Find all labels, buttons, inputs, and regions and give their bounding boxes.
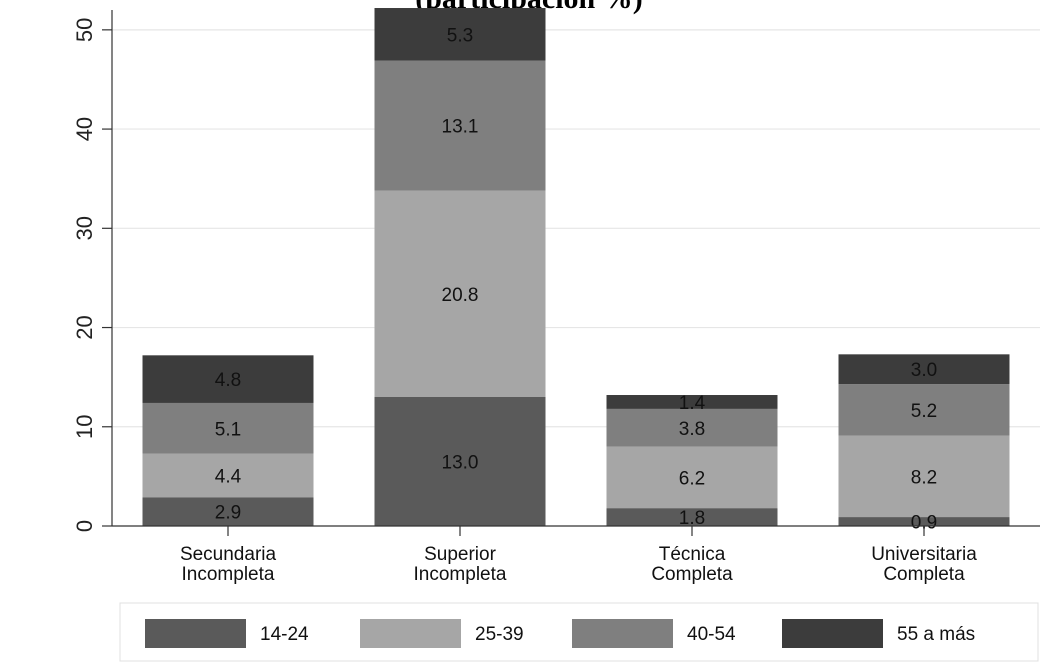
data-label: 5.3 bbox=[447, 25, 473, 46]
data-label: 3.8 bbox=[679, 419, 705, 440]
data-labels: 2.9 4.4 5.1 4.8 13.0 20.8 13.1 5.3 1.8 6.2 3.8 1.4 0… bbox=[215, 25, 937, 533]
data-label: 6.2 bbox=[679, 468, 705, 489]
y-tick-label: 20 bbox=[72, 315, 97, 339]
legend-swatch bbox=[782, 619, 883, 648]
bar-segment bbox=[606, 508, 778, 526]
category-label: Completa bbox=[883, 564, 965, 585]
category-label: Universitaria bbox=[871, 544, 977, 565]
data-label: 8.2 bbox=[911, 467, 937, 488]
data-label: 0.9 bbox=[911, 513, 937, 534]
data-label: 20.8 bbox=[442, 285, 479, 306]
data-label: 3.0 bbox=[911, 360, 937, 381]
bar-segment bbox=[838, 354, 1010, 385]
y-tick-label: 50 bbox=[72, 18, 97, 42]
category-label: Incompleta bbox=[414, 564, 507, 585]
bar-segment bbox=[142, 402, 314, 454]
bars bbox=[142, 8, 1010, 526]
bar-segment bbox=[374, 397, 546, 526]
data-label: 5.1 bbox=[215, 419, 241, 440]
bar-segment bbox=[838, 435, 1010, 518]
bar-segment bbox=[606, 446, 778, 509]
category-label: Superior bbox=[424, 544, 496, 565]
data-label: 4.4 bbox=[215, 466, 242, 487]
data-label: 13.1 bbox=[442, 117, 479, 138]
legend-label: 25-39 bbox=[475, 624, 524, 645]
legend-swatch bbox=[145, 619, 246, 648]
category-label: Secundaria bbox=[180, 544, 277, 565]
bar-segment bbox=[374, 190, 546, 397]
bar-segment bbox=[606, 395, 778, 409]
legend-swatch bbox=[572, 619, 673, 648]
legend-label: 14-24 bbox=[260, 624, 309, 645]
bar-segment bbox=[838, 517, 1010, 526]
data-label: 5.2 bbox=[911, 401, 937, 422]
category-label: Completa bbox=[651, 564, 733, 585]
data-label: 4.8 bbox=[215, 370, 241, 391]
y-axis: 0 10 20 30 40 50 bbox=[72, 10, 1040, 532]
x-axis-categories: SecundariaIncompletaSuperiorIncompletaTé… bbox=[180, 526, 977, 585]
bar-segment bbox=[838, 384, 1010, 436]
bar-segment bbox=[142, 453, 314, 498]
bar-segment bbox=[374, 8, 546, 61]
category-label: Incompleta bbox=[182, 564, 275, 585]
y-tick-label: 40 bbox=[72, 117, 97, 141]
data-label: 1.4 bbox=[679, 393, 706, 414]
bar-segment bbox=[142, 355, 314, 403]
bar-segment bbox=[606, 408, 778, 447]
data-label: 2.9 bbox=[215, 503, 241, 524]
legend: 14-24 25-39 40-54 55 a más bbox=[119, 602, 1039, 662]
data-label: 13.0 bbox=[442, 453, 479, 474]
category-label: Técnica bbox=[659, 544, 726, 565]
y-tick-label: 30 bbox=[72, 216, 97, 240]
y-tick-label: 0 bbox=[72, 520, 97, 532]
bar-segment bbox=[374, 60, 546, 191]
bar-segment bbox=[142, 497, 314, 526]
legend-label: 55 a más bbox=[897, 624, 975, 645]
legend-box bbox=[119, 602, 1039, 662]
y-tick-label: 10 bbox=[72, 415, 97, 439]
data-label: 1.8 bbox=[679, 508, 705, 529]
legend-swatch bbox=[360, 619, 461, 648]
legend-label: 40-54 bbox=[687, 624, 736, 645]
